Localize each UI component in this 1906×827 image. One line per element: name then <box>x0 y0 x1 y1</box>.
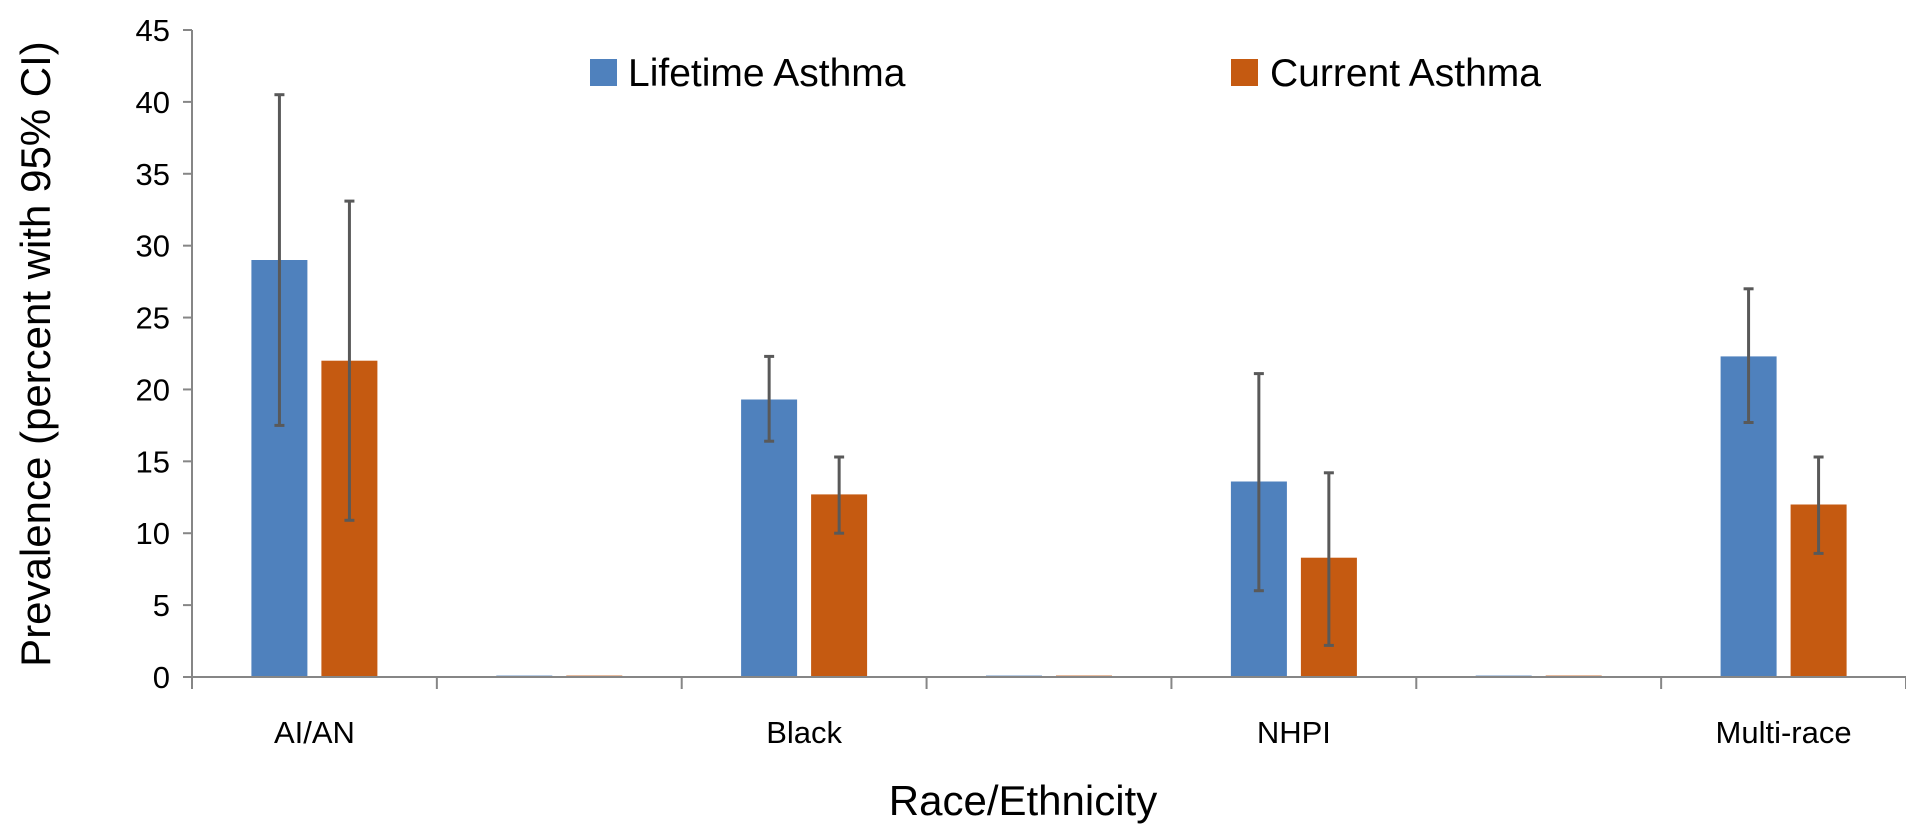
y-tick-label-45: 45 <box>136 13 170 48</box>
legend-swatch-0 <box>590 59 617 86</box>
x-axis-title: Race/Ethnicity <box>889 777 1157 824</box>
y-tick-label-10: 10 <box>136 516 170 551</box>
error-bars-layer <box>274 93 1824 647</box>
x-tick-label-2: Black <box>766 715 842 750</box>
y-tick-label-0: 0 <box>153 660 170 695</box>
x-tick-label-4: NHPI <box>1257 715 1331 750</box>
y-tick-label-15: 15 <box>136 444 170 479</box>
y-tick-label-30: 30 <box>136 229 170 264</box>
legend: Lifetime Asthma Current Asthma <box>590 52 1541 95</box>
legend-swatch-1 <box>1231 59 1258 86</box>
legend-label-0: Lifetime Asthma <box>628 52 906 95</box>
bars-layer <box>251 260 1847 677</box>
y-axis-title: Prevalence (percent with 95% CI) <box>12 41 59 667</box>
x-tick-label-0: AI/AN <box>274 715 355 750</box>
legend-label-1: Current Asthma <box>1270 52 1541 95</box>
y-tick-label-40: 40 <box>136 85 170 120</box>
axes-layer: 0 5 10 15 20 25 30 35 40 45 AI/AN Black NHPI Multi-ra… <box>136 13 1906 750</box>
y-tick-label-35: 35 <box>136 157 170 192</box>
y-tick-label-5: 5 <box>153 588 170 623</box>
bar-lifetime-2 <box>741 399 798 677</box>
x-tick-label-6: Multi-race <box>1716 715 1852 750</box>
y-tick-label-20: 20 <box>136 372 170 407</box>
y-tick-label-25: 25 <box>136 301 170 336</box>
